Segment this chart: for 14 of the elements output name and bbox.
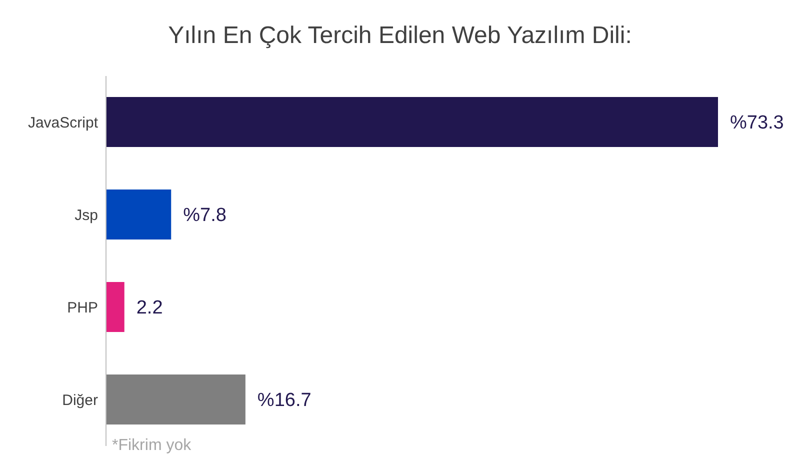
- bar: [106, 374, 246, 424]
- bar: [106, 282, 124, 332]
- y-tick-label: Jsp: [74, 207, 98, 224]
- chart-title: Yılın En Çok Tercih Edilen Web Yazılım Dili:: [167, 22, 633, 50]
- data-label: %7.8: [183, 205, 226, 226]
- bar: [106, 97, 718, 147]
- y-tick-label: Diğer: [62, 392, 98, 410]
- data-label: 2.2: [136, 298, 163, 319]
- data-label: %16.7: [257, 390, 312, 412]
- y-tick-label: PHP: [67, 300, 98, 317]
- y-tick-label: JavaScript: [28, 114, 99, 132]
- bar: [106, 190, 172, 240]
- data-label: %73.3: [730, 112, 784, 134]
- annotation: *Fikrim yok: [112, 437, 192, 455]
